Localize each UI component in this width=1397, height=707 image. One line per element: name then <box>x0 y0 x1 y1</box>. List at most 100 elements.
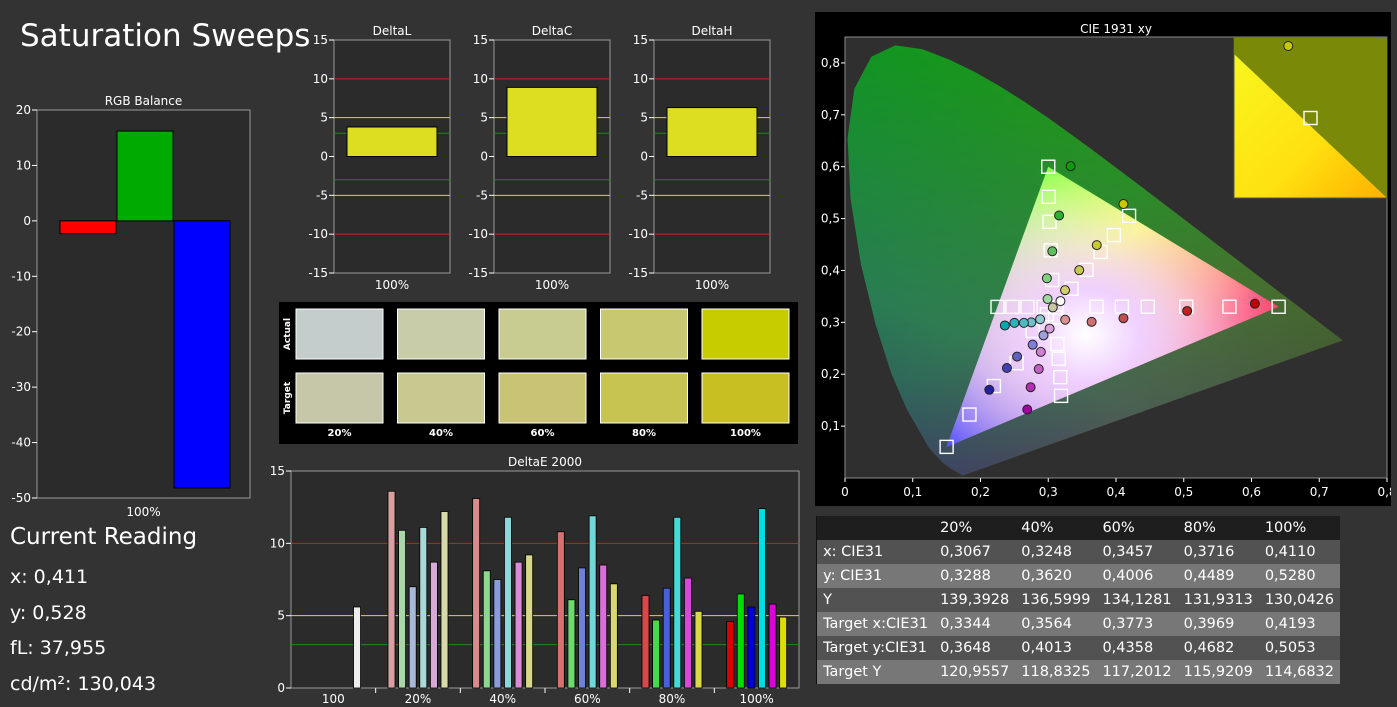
bar <box>652 619 661 689</box>
measured-point <box>1033 364 1044 375</box>
table-row: Target x:CIE31 0,3344 0,3564 0,3773 0,39… <box>816 612 1340 636</box>
table-cell: 0,5053 <box>1258 636 1340 660</box>
inset-locus-area <box>1234 38 1387 198</box>
bar <box>673 516 682 689</box>
measured-point <box>1027 339 1038 350</box>
row-marker <box>816 612 818 636</box>
bar <box>408 586 417 689</box>
measured-point <box>1054 210 1065 221</box>
row-marker <box>816 636 818 660</box>
measured-point <box>1042 294 1053 305</box>
table-cell: 0,3648 <box>934 636 1016 660</box>
table-cell: 134,1281 <box>1096 588 1178 612</box>
measured-point <box>1182 305 1193 316</box>
table-cell: 0,4013 <box>1015 636 1097 660</box>
bar <box>525 554 534 689</box>
y-tick-label: -15 <box>628 266 648 280</box>
measured-point <box>1041 273 1052 284</box>
target-swatch <box>600 372 688 424</box>
table-cell: 131,9313 <box>1177 588 1259 612</box>
table-cell: 136,5999 <box>1015 588 1097 612</box>
y-tick-label: 15 <box>270 464 285 478</box>
y-tick-label: -20 <box>11 325 31 339</box>
measured-point <box>1018 317 1029 328</box>
bar <box>747 606 756 689</box>
bar <box>504 516 512 689</box>
table-row: x: CIE31 0,3067 0,3248 0,3457 0,3716 0,4… <box>816 540 1340 564</box>
y-tick-label: 5 <box>277 609 285 623</box>
rgb-balance-chart: RGB Balance 20 10 0 -10 -20 -30 -40 -50 100% <box>11 94 251 519</box>
x-tick-label: 0,8 <box>1377 485 1391 499</box>
table-cell: 117,2012 <box>1096 660 1178 684</box>
col-header: 20% <box>934 516 1016 540</box>
bar <box>482 570 491 689</box>
inset-target-marker <box>1303 110 1318 126</box>
cie-chart: CIE 1931 xy 0 0,1 0,2 0,3 0,4 0,5 0,6 0,7 0,8 0,1 0… <box>821 22 1397 499</box>
x-tick-label: 0,3 <box>1039 485 1058 499</box>
target-marker <box>1053 388 1069 404</box>
col-header: 40% <box>1015 516 1097 540</box>
swatch-column-label: 60% <box>531 428 555 439</box>
row-label: Y <box>817 588 935 612</box>
y-tick-label: -10 <box>628 227 648 241</box>
target-marker <box>1089 299 1104 314</box>
target-marker <box>1106 227 1122 243</box>
y-tick-label: 15 <box>633 33 648 47</box>
measured-point <box>1025 382 1036 393</box>
measured-point <box>1047 246 1058 257</box>
swatch-column-label: 20% <box>328 428 352 439</box>
x-tick-label: 0,4 <box>1106 485 1125 499</box>
target-marker <box>939 439 954 455</box>
x-tick-label: 0,1 <box>903 485 922 499</box>
bar <box>768 603 777 689</box>
target-marker <box>990 299 1005 315</box>
table-row: y: CIE31 0,3288 0,3620 0,4006 0,4489 0,5… <box>816 564 1340 588</box>
bar <box>683 577 692 689</box>
x-tick-label: 100% <box>695 278 729 292</box>
x-tick-label: 100% <box>126 505 160 519</box>
xy-data-table: 20% 40% 60% 80% 100% x: CIE31 0,3067 0,3… <box>816 516 1340 684</box>
swatch-column-label: 40% <box>429 428 453 439</box>
delta-c-chart: DeltaC 15 10 5 0 -5 -10 -15 100% <box>468 24 611 292</box>
y-tick-label: -10 <box>11 269 31 283</box>
y-tick-label: 0,4 <box>821 263 840 277</box>
target-marker <box>1053 369 1068 385</box>
table-cell: 0,4110 <box>1258 540 1340 564</box>
col-header: 60% <box>1096 516 1178 540</box>
y-tick-label: 0,5 <box>821 212 840 226</box>
target-marker <box>1005 299 1020 315</box>
measured-point <box>1001 363 1012 374</box>
y-tick-label: 0,8 <box>821 56 840 70</box>
table-cell: 139,3928 <box>934 588 1016 612</box>
y-tick-label: 0 <box>277 681 285 695</box>
measured-point <box>1060 285 1071 296</box>
bar <box>429 561 438 689</box>
y-tick-label: -10 <box>468 227 488 241</box>
measured-point <box>1038 330 1049 341</box>
target-marker <box>1041 189 1056 205</box>
y-tick-label: -30 <box>11 380 31 394</box>
table-cell: 0,4682 <box>1177 636 1259 660</box>
target-marker <box>1020 299 1035 315</box>
x-tick-label: 20% <box>405 692 432 704</box>
bar <box>662 587 671 689</box>
actual-swatch <box>295 308 384 360</box>
delta-l-chart: DeltaL 15 10 5 0 -5 -10 -15 100% <box>308 24 451 292</box>
measured-point <box>1022 404 1033 415</box>
bar <box>578 567 586 689</box>
y-tick-label: -5 <box>316 188 328 202</box>
y-tick-label: 0 <box>640 150 648 164</box>
delta-e-chart: DeltaE 2000 15 10 5 0 100 20% 40% 60% 80% 100% <box>270 455 800 704</box>
bar <box>419 527 428 689</box>
bar <box>506 86 598 157</box>
bar <box>758 508 766 689</box>
bar <box>59 220 117 235</box>
row-label: y: CIE31 <box>817 564 935 588</box>
table-row: Target y:CIE31 0,3648 0,4013 0,4358 0,46… <box>816 636 1340 660</box>
bar <box>472 498 481 689</box>
bar <box>567 599 576 689</box>
y-tick-label: -15 <box>308 266 328 280</box>
chart-title: DeltaE 2000 <box>508 455 582 469</box>
y-tick-label: 10 <box>16 158 31 172</box>
bar <box>514 561 523 689</box>
